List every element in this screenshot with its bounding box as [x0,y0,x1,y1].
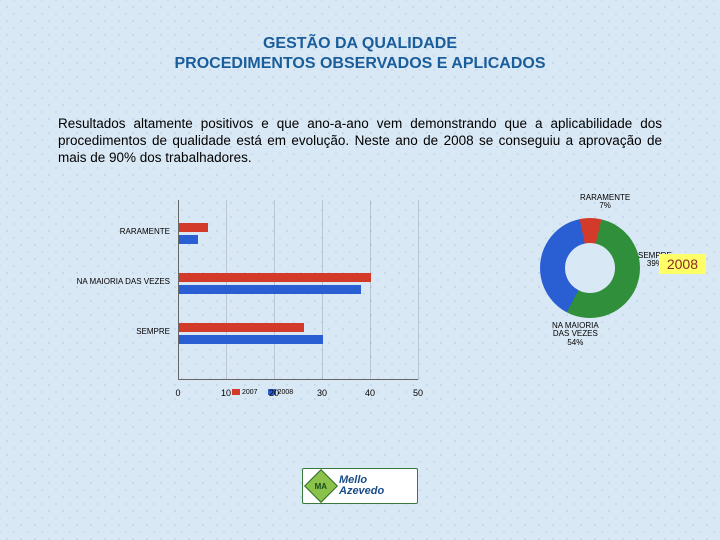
title-line-2: PROCEDIMENTOS OBSERVADOS E APLICADOS [0,54,720,74]
x-tick-label: 40 [365,388,375,398]
legend-item-2007: 2007 [232,389,258,396]
logo-text: Mello Azevedo [339,475,384,497]
bar [179,235,198,244]
category-label: SEMPRE [58,327,170,336]
legend-label: 2008 [278,389,294,396]
slide-root: GESTÃO DA QUALIDADE PROCEDIMENTOS OBSERV… [0,0,720,540]
donut-ring [540,218,640,318]
bar [179,285,361,294]
slide-title: GESTÃO DA QUALIDADE PROCEDIMENTOS OBSERV… [0,0,720,74]
logo-line-2: Azevedo [339,486,384,497]
category-label: RARAMENTE [58,227,170,236]
legend-label: 2007 [242,389,258,396]
donut-slice-label: NA MAIORIADAS VEZES54% [552,322,599,347]
donut-year-badge: 2008 [659,254,706,274]
bar-chart: 2007 2008 01020304050RARAMENTENA MAIORIA… [58,200,418,400]
company-logo: MA Mello Azevedo [302,468,418,504]
bar [179,323,304,332]
gridline [418,200,419,380]
x-axis [178,379,418,380]
x-tick-label: 0 [175,388,180,398]
category-label: NA MAIORIA DAS VEZES [58,277,170,286]
bar-chart-legend: 2007 2008 [232,389,293,396]
legend-swatch [232,389,240,395]
bar [179,223,208,232]
gridline [370,200,371,380]
donut-slice-label: RARAMENTE7% [580,194,630,211]
x-tick-label: 50 [413,388,423,398]
body-paragraph: Resultados altamente positivos e que ano… [58,116,662,167]
bar [179,335,323,344]
x-tick-label: 20 [269,388,279,398]
donut-hole [565,243,615,293]
logo-diamond-icon: MA [304,469,338,503]
x-tick-label: 10 [221,388,231,398]
x-tick-label: 30 [317,388,327,398]
title-line-1: GESTÃO DA QUALIDADE [0,34,720,54]
bar [179,273,371,282]
logo-initials: MA [315,481,327,490]
donut-chart: RARAMENTE7%NA MAIORIADAS VEZES54%SEMPRE3… [510,198,670,358]
